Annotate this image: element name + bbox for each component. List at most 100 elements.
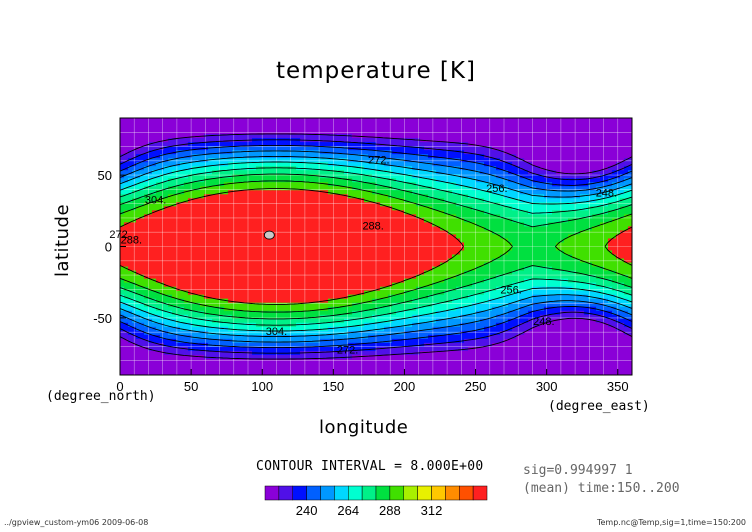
contour-fill-cell (220, 266, 225, 272)
contour-fill-cell (316, 166, 321, 171)
contour-fill-cell (228, 206, 233, 211)
contour-fill-cell (480, 150, 485, 155)
contour-fill-cell (612, 246, 617, 252)
contour-fill-cell (620, 162, 625, 167)
contour-fill-cell (232, 182, 237, 187)
contour-fill-cell (360, 234, 365, 240)
contour-fill-cell (188, 262, 193, 268)
contour-fill-cell (244, 162, 249, 167)
contour-fill-cell (228, 118, 233, 123)
contour-fill-cell (340, 178, 345, 183)
contour-fill-cell (604, 122, 609, 127)
contour-fill-cell (472, 146, 477, 151)
contour-fill-cell (284, 222, 289, 228)
contour-fill-cell (624, 150, 629, 155)
contour-fill-cell (352, 174, 357, 179)
contour-fill-cell (608, 254, 613, 260)
contour-fill-cell (444, 234, 449, 240)
contour-fill-cell (452, 206, 457, 211)
contour-fill-cell (540, 170, 545, 175)
contour-fill-cell (244, 214, 249, 219)
contour-fill-cell (416, 178, 421, 183)
contour-fill-cell (480, 198, 485, 203)
contour-fill-cell (296, 234, 301, 240)
contour-fill-cell (196, 190, 201, 195)
contour-fill-cell (160, 250, 165, 256)
contour-fill-cell (360, 150, 365, 155)
contour-fill-cell (120, 122, 125, 127)
contour-fill-cell (548, 254, 553, 260)
contour-fill-cell (624, 118, 629, 123)
contour-fill-cell (448, 242, 453, 248)
contour-fill-cell (496, 226, 501, 232)
contour-fill-cell (288, 142, 293, 147)
contour-fill-cell (564, 242, 569, 248)
contour-fill-cell (452, 262, 457, 268)
contour-fill-cell (136, 222, 141, 228)
contour-fill-cell (352, 198, 357, 203)
contour-fill-cell (628, 230, 632, 236)
contour-fill-cell (508, 190, 513, 195)
contour-fill-cell (616, 170, 621, 175)
contour-fill-cell (348, 226, 353, 232)
contour-fill-cell (344, 182, 349, 187)
contour-fill-cell (420, 186, 425, 191)
contour-fill-cell (488, 214, 493, 219)
contour-fill-cell (284, 162, 289, 167)
contour-fill-cell (296, 254, 301, 260)
contour-fill-cell (580, 162, 585, 167)
contour-fill-cell (460, 270, 465, 276)
contour-fill-cell (156, 166, 161, 171)
contour-fill-cell (564, 142, 569, 147)
contour-fill-cell (144, 170, 149, 175)
contour-fill-cell (532, 262, 537, 268)
contour-fill-cell (280, 146, 285, 151)
contour-fill-cell (276, 146, 281, 151)
contour-fill-cell (492, 146, 497, 151)
contour-fill-cell (572, 266, 577, 272)
contour-fill-cell (256, 210, 261, 215)
contour-fill-cell (448, 214, 453, 219)
contour-fill-cell (292, 174, 297, 179)
contour-fill-cell (592, 194, 597, 199)
contour-fill-cell (236, 174, 241, 179)
contour-fill-cell (224, 242, 229, 248)
contour-fill-cell (532, 266, 537, 272)
contour-fill-cell (428, 134, 433, 139)
contour-fill-cell (496, 266, 501, 272)
contour-fill-cell (276, 122, 281, 127)
contour-fill-cell (404, 186, 409, 191)
contour-fill-cell (524, 238, 529, 244)
contour-fill-cell (564, 186, 569, 191)
contour-fill-cell (584, 266, 589, 272)
contour-fill-cell (420, 250, 425, 256)
contour-fill-cell (404, 146, 409, 151)
contour-fill-cell (352, 242, 357, 248)
contour-fill-cell (272, 162, 277, 167)
contour-fill-cell (180, 222, 185, 228)
contour-fill-cell (576, 210, 581, 215)
contour-fill-cell (376, 238, 381, 244)
contour-fill-cell (584, 198, 589, 203)
contour-fill-cell (128, 218, 133, 224)
contour-fill-cell (620, 146, 625, 151)
contour-fill-cell (348, 238, 353, 244)
contour-fill-cell (484, 266, 489, 272)
contour-fill-cell (288, 182, 293, 187)
contour-fill-cell (572, 214, 577, 219)
contour-fill-cell (160, 210, 165, 215)
contour-fill-cell (340, 190, 345, 195)
contour-fill-cell (204, 134, 209, 139)
contour-fill-cell (544, 238, 549, 244)
contour-fill-cell (228, 230, 233, 236)
contour-fill-cell (392, 126, 397, 131)
contour-fill-cell (188, 178, 193, 183)
contour-fill-cell (212, 230, 217, 236)
contour-fill-cell (448, 222, 453, 228)
contour-fill-cell (284, 246, 289, 252)
contour-fill-cell (144, 166, 149, 171)
contour-fill-cell (328, 142, 333, 147)
contour-fill-cell (420, 226, 425, 232)
contour-fill-cell (208, 194, 213, 199)
contour-fill-cell (204, 166, 209, 171)
